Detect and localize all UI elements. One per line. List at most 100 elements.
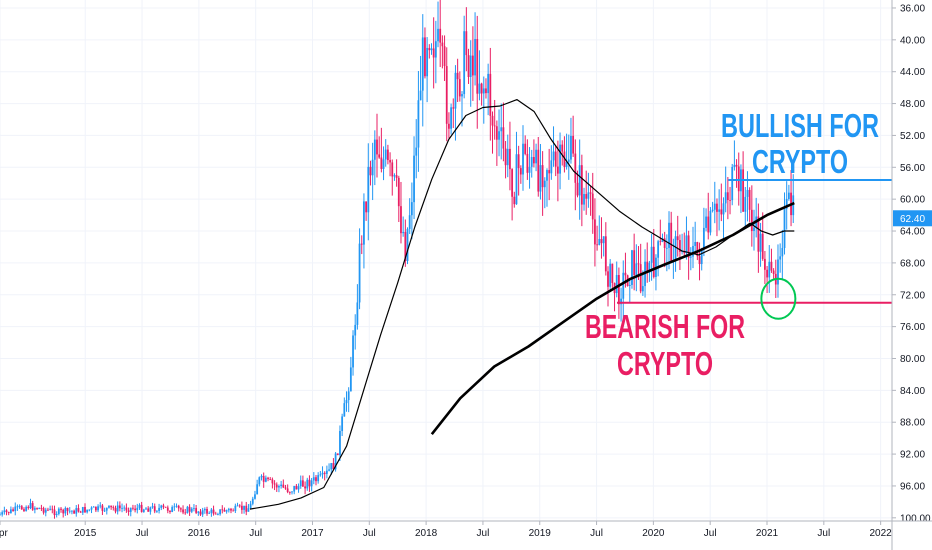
candle-body xyxy=(713,203,716,210)
candle-body xyxy=(463,31,466,95)
candle-body xyxy=(382,159,385,169)
candle-body xyxy=(517,154,520,169)
candle-body xyxy=(559,144,561,174)
candle-body xyxy=(548,170,551,174)
candle-body xyxy=(474,38,476,76)
candle-body xyxy=(304,486,306,489)
candle-body xyxy=(184,512,187,514)
y-tick-label: 60.00 xyxy=(900,195,925,206)
candle-body xyxy=(31,503,34,510)
candle-body xyxy=(118,505,121,509)
x-tick-label: Jul xyxy=(249,528,262,539)
candle-body xyxy=(94,506,97,511)
last-price-label: 62.40 xyxy=(900,214,925,225)
candle-body xyxy=(598,239,601,246)
candle-body xyxy=(284,487,287,489)
candle-body xyxy=(5,510,8,512)
candle-body xyxy=(336,453,339,456)
candle-body xyxy=(465,31,468,56)
candle-body xyxy=(744,196,747,212)
candle-body xyxy=(737,166,740,192)
candle-body xyxy=(9,509,12,514)
candle-body xyxy=(609,263,612,287)
candle-body xyxy=(199,511,202,515)
candle-body xyxy=(533,157,535,164)
candle-body xyxy=(369,166,372,176)
candle-body xyxy=(103,510,106,512)
candle-body xyxy=(766,269,768,278)
candle-body xyxy=(594,219,596,245)
candle-body xyxy=(417,100,420,148)
candle-body xyxy=(275,484,278,488)
candle-body xyxy=(722,203,725,215)
candle-body xyxy=(676,236,679,241)
candle-body xyxy=(637,263,640,265)
y-tick-label: 40.00 xyxy=(900,35,925,46)
candle-body xyxy=(748,189,751,210)
candle-body xyxy=(777,259,779,285)
candle-body xyxy=(7,511,10,514)
candle-body xyxy=(151,506,154,508)
x-tick-label: 2019 xyxy=(529,528,552,539)
candle-body xyxy=(225,510,228,512)
candle-body xyxy=(158,507,160,511)
y-tick-label: 52.00 xyxy=(900,131,925,142)
candle-body xyxy=(243,505,245,510)
y-tick-label: 56.00 xyxy=(900,163,925,174)
candle-body xyxy=(696,242,699,257)
candle-body xyxy=(62,509,65,514)
moving-average-thick xyxy=(430,201,795,436)
candle-body xyxy=(247,508,250,512)
candle-body xyxy=(543,180,546,188)
x-tick-label: 2022 xyxy=(870,528,893,539)
candle-body xyxy=(646,261,649,273)
candle-body xyxy=(602,236,605,244)
candle-body xyxy=(537,149,540,192)
candle-body xyxy=(234,505,237,511)
candle-body xyxy=(661,238,664,242)
candle-body xyxy=(75,508,78,514)
candle-body xyxy=(724,192,727,204)
x-tick-label: Jul xyxy=(704,528,717,539)
candle-body xyxy=(18,506,21,508)
candle-body xyxy=(759,233,762,252)
candle-body xyxy=(68,510,71,512)
candle-body xyxy=(591,193,594,220)
candle-body xyxy=(448,123,450,129)
candle-body xyxy=(254,494,256,499)
candle-body xyxy=(186,506,189,514)
candle-body xyxy=(312,477,315,481)
candle-body xyxy=(230,508,232,511)
candle-body xyxy=(321,472,324,475)
candle-body xyxy=(485,88,487,94)
candle-body xyxy=(572,135,575,154)
candle-body xyxy=(552,151,555,161)
candle-body xyxy=(650,246,653,263)
candle-body xyxy=(487,73,490,94)
candle-body xyxy=(308,479,311,487)
candle-body xyxy=(729,200,731,201)
candle-body xyxy=(491,115,494,126)
candle-body xyxy=(334,453,337,470)
y-tick-label: 48.00 xyxy=(900,99,925,110)
candle-body xyxy=(245,505,248,512)
candle-body xyxy=(188,506,191,512)
candle-body xyxy=(674,236,677,261)
candle-body xyxy=(761,233,764,259)
candle-body xyxy=(55,513,58,516)
candle-body xyxy=(659,241,662,243)
candle-body xyxy=(550,160,553,174)
candle-body xyxy=(585,194,588,199)
candle-body xyxy=(378,154,381,158)
bearish-label-line1: BEARISH FOR xyxy=(585,308,745,345)
candle-body xyxy=(236,505,239,507)
candle-body xyxy=(480,83,483,94)
candle-body xyxy=(495,126,498,140)
candle-body xyxy=(753,227,755,232)
candle-body xyxy=(3,510,6,513)
candle-body xyxy=(541,165,544,188)
candle-body xyxy=(443,46,446,67)
candle-body xyxy=(450,107,452,129)
candle-body xyxy=(657,241,660,258)
candle-body xyxy=(86,509,89,513)
